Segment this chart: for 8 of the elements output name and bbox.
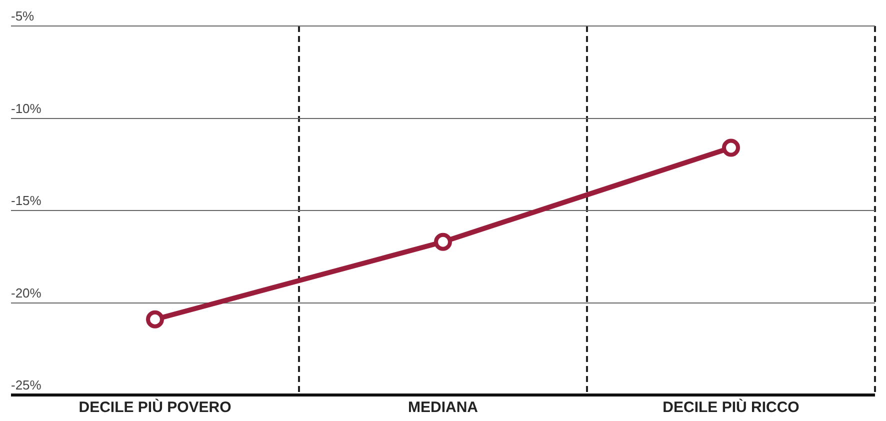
y-tick-label: -10%: [11, 100, 42, 116]
x-tick-label: DECILE PIÙ POVERO: [78, 398, 232, 416]
x-tick-label: MEDIANA: [408, 399, 478, 416]
y-tick-label: -20%: [11, 285, 42, 300]
x-tick-label: DECILE PIÙ RICCO: [662, 398, 800, 416]
y-tick-label: -15%: [11, 193, 42, 208]
y-tick-label: -5%: [11, 8, 35, 24]
y-tick-label: -25%: [11, 378, 42, 393]
